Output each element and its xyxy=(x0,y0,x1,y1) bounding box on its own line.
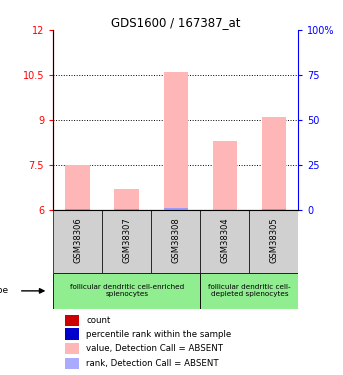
Text: follicular dendritic cell-enriched
splenocytes: follicular dendritic cell-enriched splen… xyxy=(70,284,184,297)
Bar xyxy=(249,210,298,273)
Bar xyxy=(115,189,139,210)
Text: rank, Detection Call = ABSENT: rank, Detection Call = ABSENT xyxy=(86,358,219,368)
Text: percentile rank within the sample: percentile rank within the sample xyxy=(86,330,232,339)
Text: GSM38307: GSM38307 xyxy=(122,217,131,263)
Bar xyxy=(262,209,286,210)
Bar xyxy=(213,141,237,210)
Text: GSM38305: GSM38305 xyxy=(269,217,279,263)
Bar xyxy=(53,210,102,273)
Text: GSM38304: GSM38304 xyxy=(220,217,229,263)
Bar xyxy=(66,343,79,354)
Text: GSM38308: GSM38308 xyxy=(171,217,180,263)
Bar xyxy=(66,358,79,369)
Bar xyxy=(151,210,200,273)
Bar xyxy=(66,315,79,326)
Bar xyxy=(164,208,188,210)
Bar xyxy=(53,273,200,309)
Bar xyxy=(66,209,90,210)
Bar xyxy=(115,209,139,210)
Text: value, Detection Call = ABSENT: value, Detection Call = ABSENT xyxy=(86,344,223,353)
Bar xyxy=(262,117,286,210)
Text: GSM38306: GSM38306 xyxy=(73,217,82,263)
Bar xyxy=(164,72,188,210)
Text: follicular dendritic cell-
depleted splenocytes: follicular dendritic cell- depleted sple… xyxy=(208,284,291,297)
Title: GDS1600 / 167387_at: GDS1600 / 167387_at xyxy=(111,16,240,29)
Text: cell type: cell type xyxy=(0,286,8,296)
Bar xyxy=(200,210,249,273)
Bar xyxy=(66,165,90,210)
Bar xyxy=(102,210,151,273)
Bar xyxy=(66,328,79,340)
Bar xyxy=(200,273,298,309)
Text: count: count xyxy=(86,316,111,325)
